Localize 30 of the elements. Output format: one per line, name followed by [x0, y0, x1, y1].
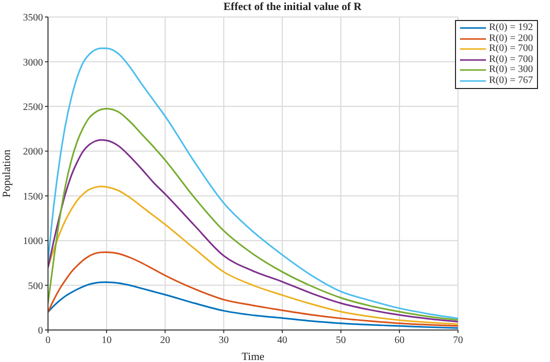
x-tick-label: 0 — [46, 335, 50, 346]
y-tick-label: 3000 — [23, 57, 43, 68]
x-tick-label: 10 — [102, 335, 112, 346]
y-tick-label: 1500 — [23, 191, 43, 202]
x-tick-label: 20 — [160, 335, 170, 346]
x-tick-label: 50 — [336, 335, 346, 346]
y-tick-label: 0 — [38, 326, 43, 337]
legend-label: R(0) = 700 — [489, 54, 533, 65]
x-tick-label: 30 — [218, 335, 229, 346]
legend-label: R(0) = 300 — [489, 64, 533, 76]
x-axis-title: Time — [242, 351, 265, 362]
legend-label: R(0) = 200 — [489, 32, 533, 44]
chart-title: Effect of the initial value of R — [222, 1, 363, 13]
line-series — [48, 48, 458, 320]
legend-label: R(0) = 700 — [489, 43, 533, 54]
y-tick-label: 2500 — [23, 102, 43, 113]
line-series — [48, 251, 458, 327]
x-tick-label: 40 — [277, 335, 288, 346]
y-tick-label: 1000 — [23, 236, 43, 248]
line-series — [48, 186, 458, 325]
y-tick-label: 500 — [28, 280, 43, 292]
line-series — [48, 139, 458, 322]
y-tick-label: 3500 — [23, 12, 43, 24]
y-tick-label: 2000 — [23, 146, 43, 158]
y-axis-title: Population — [0, 149, 13, 198]
x-tick-label: 60 — [394, 335, 404, 346]
x-tick-label: 70 — [453, 335, 464, 346]
legend-label: R(0) = 192 — [489, 22, 533, 34]
line-series — [48, 108, 458, 321]
legend-label: R(0) = 767 — [489, 74, 533, 86]
